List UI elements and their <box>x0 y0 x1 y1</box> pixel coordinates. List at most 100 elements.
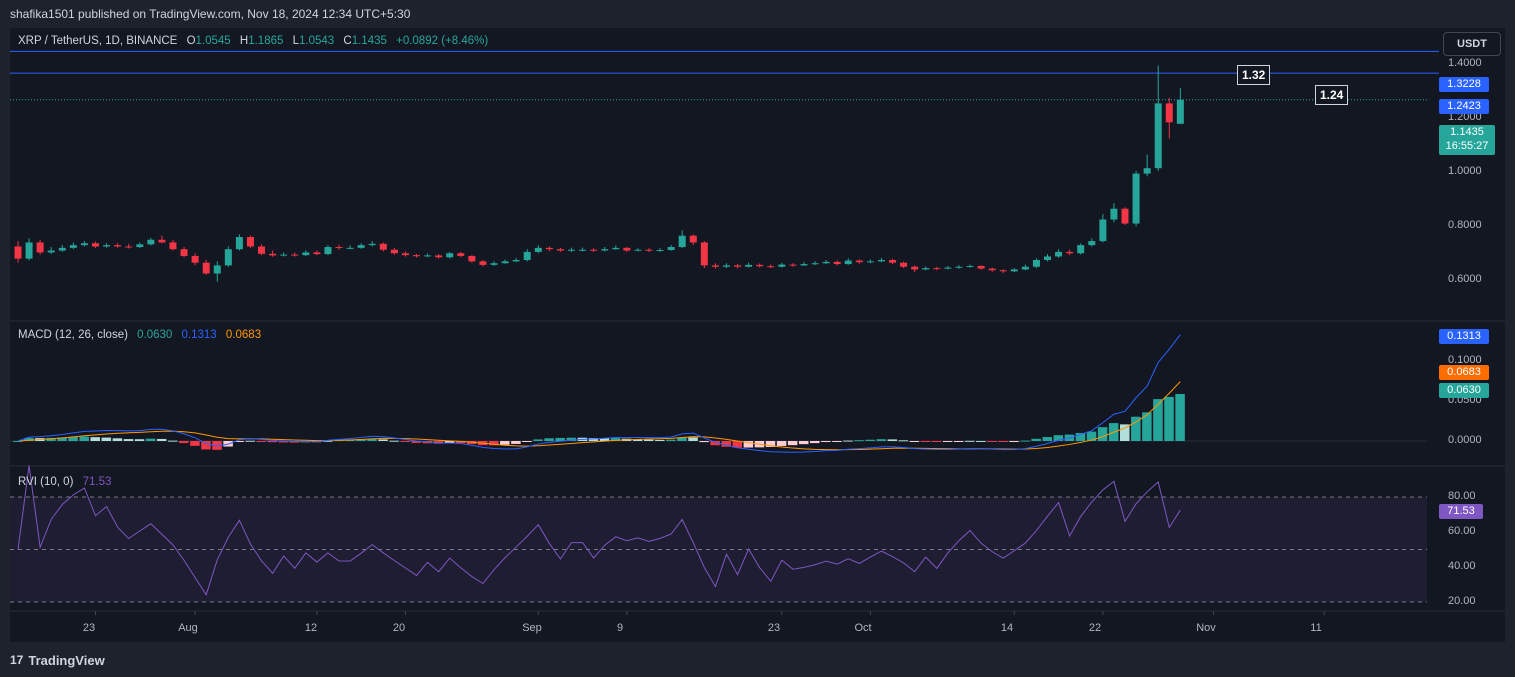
macd-line-tag: 0.1313 <box>1439 329 1489 344</box>
macd-histogram-bar <box>942 441 953 442</box>
candle-body <box>700 242 708 266</box>
candle-body <box>58 247 66 251</box>
macd-histogram-bar <box>865 439 875 441</box>
x-tick-aug-20: 20 <box>392 622 406 634</box>
rvi-value-tag: 71.53 <box>1439 504 1483 519</box>
candle-body <box>545 247 553 250</box>
footer-brand: TradingView <box>28 652 105 668</box>
macd-histogram-bar <box>1042 437 1053 441</box>
macd-histogram-bar <box>987 441 997 442</box>
candle-body <box>855 260 863 263</box>
candle-body <box>678 235 686 248</box>
price-tick-5: 0.6000 <box>1448 273 1482 285</box>
candle-body <box>833 261 841 265</box>
candle-body <box>202 262 210 274</box>
macd-histogram-bar <box>190 441 200 446</box>
macd-histogram-bar <box>1009 441 1019 442</box>
rvi-band <box>10 497 1427 602</box>
macd-legend-label: MACD (12, 26, close) <box>18 329 128 341</box>
candle-body <box>213 265 221 274</box>
change-value: +0.0892 (+8.46%) <box>396 35 489 47</box>
currency-button[interactable]: USDT <box>1443 32 1501 56</box>
candle-body <box>512 260 520 262</box>
macd-histogram-bar <box>511 441 521 444</box>
candle-body <box>866 261 874 263</box>
candle-body <box>147 239 155 245</box>
hline-lower-tag: 1.2423 <box>1439 99 1489 114</box>
candle-body <box>1176 99 1184 124</box>
candle-body <box>1121 208 1129 224</box>
macd-histogram-bar <box>632 439 643 441</box>
macd-histogram-bar <box>544 438 554 441</box>
candle-body <box>324 247 332 255</box>
macd-histogram-bar <box>920 441 931 442</box>
macd-histogram-bar <box>145 438 156 441</box>
macd-histogram-bar <box>854 440 864 442</box>
candle-body <box>235 237 243 250</box>
candle-body <box>756 264 764 267</box>
symbol-legend: XRP / TetherUS, 1D, BINANCE O1.0545 H1.1… <box>18 35 488 47</box>
candle-body <box>1154 103 1162 169</box>
macd-histogram-bar <box>1020 440 1030 442</box>
candle-body <box>523 251 531 260</box>
candle-body <box>1088 241 1096 246</box>
rvi-line <box>17 465 1181 596</box>
chart-area[interactable]: XRP / TetherUS, 1D, BINANCE O1.0545 H1.1… <box>10 28 1505 642</box>
macd-histogram-bar <box>776 441 787 446</box>
macd-histogram-bar <box>267 441 278 443</box>
histogram-tag: 0.0630 <box>1439 383 1489 398</box>
candle-body <box>612 247 620 250</box>
macd-histogram-bar <box>1142 412 1152 441</box>
macd-histogram-bar <box>489 441 499 446</box>
macd-histogram-bar <box>810 441 820 444</box>
macd-histogram-bar <box>444 441 455 444</box>
candle-body <box>47 250 55 253</box>
macd-line <box>17 334 1181 453</box>
candle-body <box>877 260 885 262</box>
macd-histogram-bar <box>201 441 211 450</box>
macd-histogram-bar <box>843 440 853 442</box>
last-price-tag: 1.1435 16:55:27 <box>1439 125 1495 155</box>
candle-body <box>1077 245 1085 254</box>
candle-body <box>335 247 343 249</box>
candle-body <box>933 268 941 270</box>
macd-histogram-bar <box>245 440 255 442</box>
macd-histogram-bar <box>455 441 466 444</box>
x-tick-oct-14: 14 <box>1000 622 1014 634</box>
macd-histogram-bar <box>787 441 798 446</box>
open-value: 1.0545 <box>195 35 231 47</box>
macd-histogram-bar <box>732 441 743 448</box>
rvi-legend-label: RVI (10, 0) <box>18 476 74 488</box>
published-by-text: shafika1501 published on TradingView.com… <box>10 7 411 21</box>
candle-body <box>401 253 409 256</box>
candle-body <box>889 260 897 263</box>
macd-histogram-bar <box>898 440 909 442</box>
macd-histogram-bar <box>610 438 621 441</box>
candle-body <box>103 245 111 247</box>
candle-body <box>69 245 77 248</box>
candle-body <box>722 265 730 267</box>
macd-histogram-bar <box>677 437 687 441</box>
candle-body <box>269 253 277 256</box>
candle-body <box>446 253 454 258</box>
callout-lower: 1.24 <box>1315 85 1349 105</box>
macd-histogram-bar <box>500 441 510 445</box>
macd-histogram-bar <box>976 440 986 442</box>
candle-body <box>800 264 808 266</box>
macd-histogram-bar <box>643 439 654 441</box>
macd-histogram-bar <box>1086 431 1097 441</box>
candle-body <box>1143 168 1151 174</box>
macd-histogram-bar <box>666 439 676 441</box>
price-tick-1: 1.4000 <box>1448 57 1482 69</box>
x-tick-sep-23: 23 <box>767 622 781 634</box>
macd-histogram-bar <box>322 440 333 442</box>
macd-histogram-bar <box>378 439 388 441</box>
macd-histogram-bar <box>24 437 34 441</box>
x-tick-jul-23: 23 <box>82 622 96 634</box>
macd-histogram-bar <box>79 436 89 441</box>
x-tick-oct: Oct <box>854 622 872 634</box>
macd-histogram-bar <box>1120 424 1130 441</box>
macd-histogram-bar <box>234 441 244 442</box>
candle-body <box>1055 251 1063 257</box>
candle-body <box>1010 269 1018 272</box>
